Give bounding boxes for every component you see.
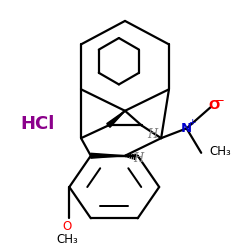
Polygon shape (107, 111, 125, 127)
Text: N: N (181, 122, 192, 135)
Text: +: + (188, 118, 196, 127)
Text: −: − (215, 94, 225, 107)
Polygon shape (91, 153, 125, 158)
Text: O: O (63, 220, 72, 233)
Text: H: H (133, 152, 143, 165)
Text: O: O (208, 99, 220, 112)
Text: H: H (147, 128, 157, 141)
Text: CH₃: CH₃ (56, 233, 78, 246)
Text: CH₃: CH₃ (210, 145, 232, 158)
Text: HCl: HCl (20, 114, 54, 132)
